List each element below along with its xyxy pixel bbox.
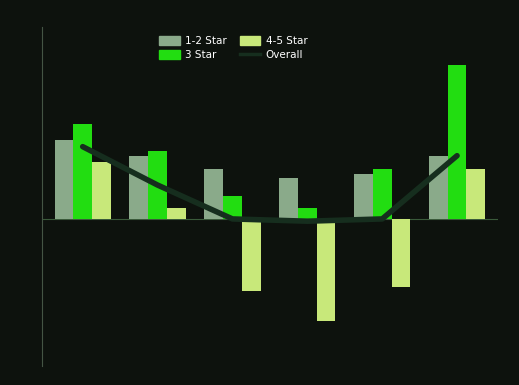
Bar xyxy=(391,219,410,287)
Bar xyxy=(429,156,448,219)
Bar xyxy=(448,65,467,219)
Bar xyxy=(298,208,317,219)
Bar xyxy=(130,156,148,219)
Bar xyxy=(354,174,373,219)
Bar xyxy=(54,140,73,219)
Bar xyxy=(204,169,223,219)
Bar xyxy=(279,178,298,219)
Bar xyxy=(373,169,391,219)
Bar xyxy=(317,219,335,321)
Bar xyxy=(167,208,186,219)
Bar xyxy=(242,219,261,291)
Bar xyxy=(92,162,111,219)
Bar xyxy=(148,151,167,219)
Bar xyxy=(223,196,242,219)
Legend: 1-2 Star, 3 Star, 4-5 Star, Overall: 1-2 Star, 3 Star, 4-5 Star, Overall xyxy=(155,32,311,64)
Bar xyxy=(73,124,92,219)
Bar xyxy=(467,169,485,219)
